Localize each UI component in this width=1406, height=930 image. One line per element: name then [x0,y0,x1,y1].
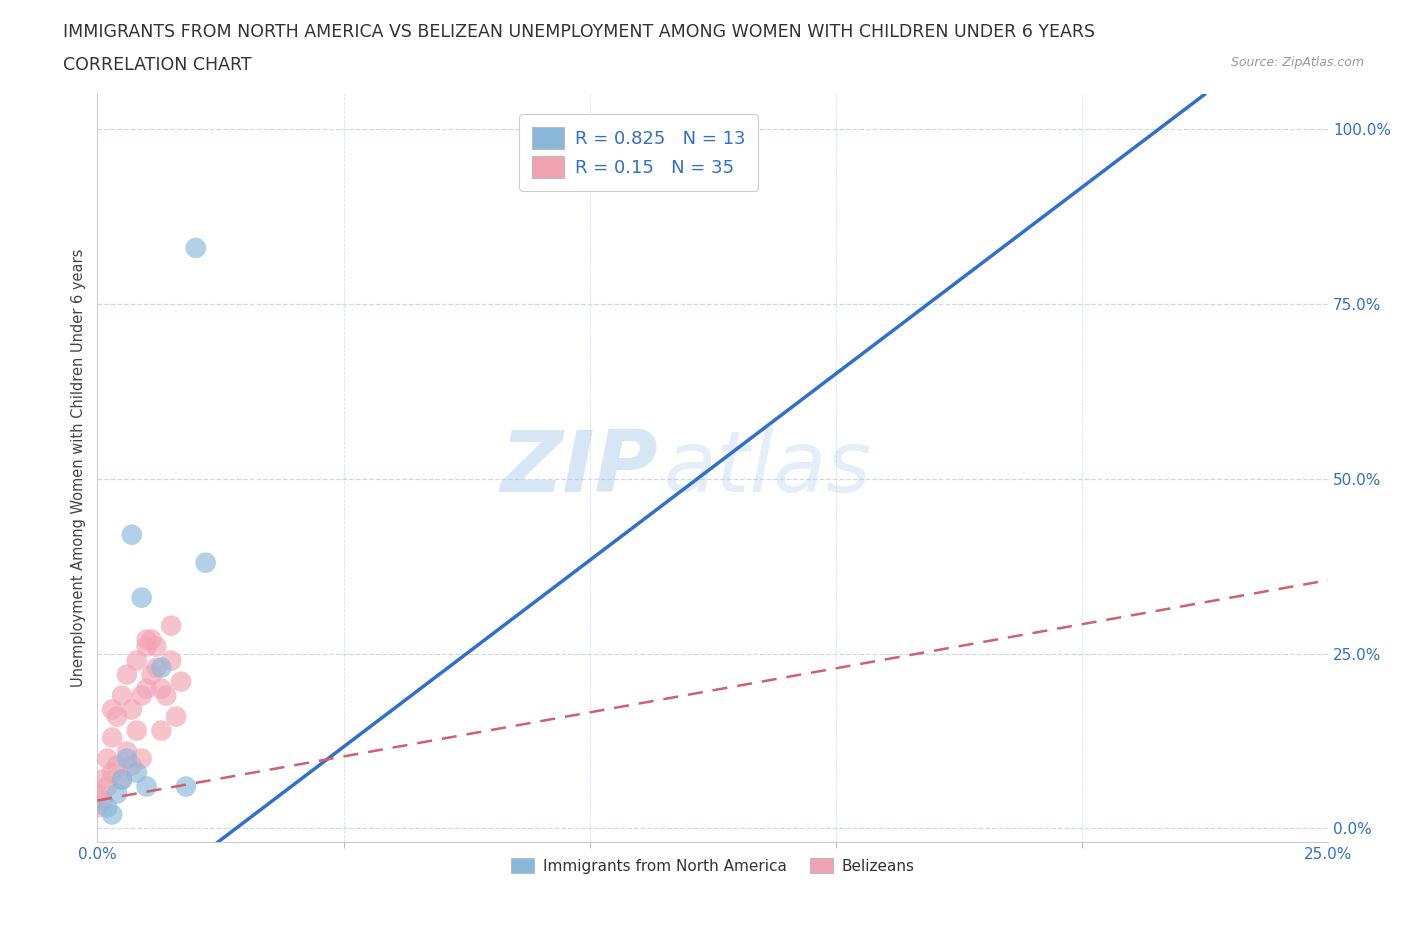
Point [141,632,163,647]
Point [165,710,187,724]
Point [150,681,173,696]
Text: Source: ZipAtlas.com: Source: ZipAtlas.com [1230,56,1364,69]
Point [160,653,183,668]
Point [101,807,124,822]
Point [135,681,157,696]
Point [150,724,173,738]
Point [145,639,167,654]
Point [96,779,118,794]
Point [145,660,167,675]
Point [150,660,173,675]
Point [131,688,153,703]
Point [101,730,124,745]
Text: atlas: atlas [664,427,872,510]
Point [174,779,197,794]
Point [194,555,217,570]
Point [135,632,157,647]
Point [160,618,183,633]
Point [111,772,134,787]
Point [101,702,124,717]
Point [131,751,153,766]
Y-axis label: Unemployment Among Women with Children Under 6 years: Unemployment Among Women with Children U… [72,249,86,687]
Point [91,793,114,808]
Point [135,779,157,794]
Point [91,772,114,787]
Point [184,241,207,256]
Point [115,751,138,766]
Point [111,688,134,703]
Point [96,800,118,815]
Point [125,653,148,668]
Point [131,591,153,605]
Point [121,527,143,542]
Point [125,724,148,738]
Point [155,688,177,703]
Point [96,751,118,766]
Point [170,674,193,689]
Point [111,772,134,787]
Point [105,710,128,724]
Point [105,758,128,773]
Text: ZIP: ZIP [499,427,658,510]
Point [135,639,157,654]
Point [121,702,143,717]
Point [86,800,108,815]
Legend: Immigrants from North America, Belizeans: Immigrants from North America, Belizeans [505,852,921,880]
Point [141,667,163,682]
Point [125,765,148,780]
Text: IMMIGRANTS FROM NORTH AMERICA VS BELIZEAN UNEMPLOYMENT AMONG WOMEN WITH CHILDREN: IMMIGRANTS FROM NORTH AMERICA VS BELIZEA… [63,23,1095,41]
Point [86,786,108,801]
Point [115,744,138,759]
Text: CORRELATION CHART: CORRELATION CHART [63,56,252,73]
Point [105,786,128,801]
Point [115,667,138,682]
Point [121,758,143,773]
Point [101,765,124,780]
